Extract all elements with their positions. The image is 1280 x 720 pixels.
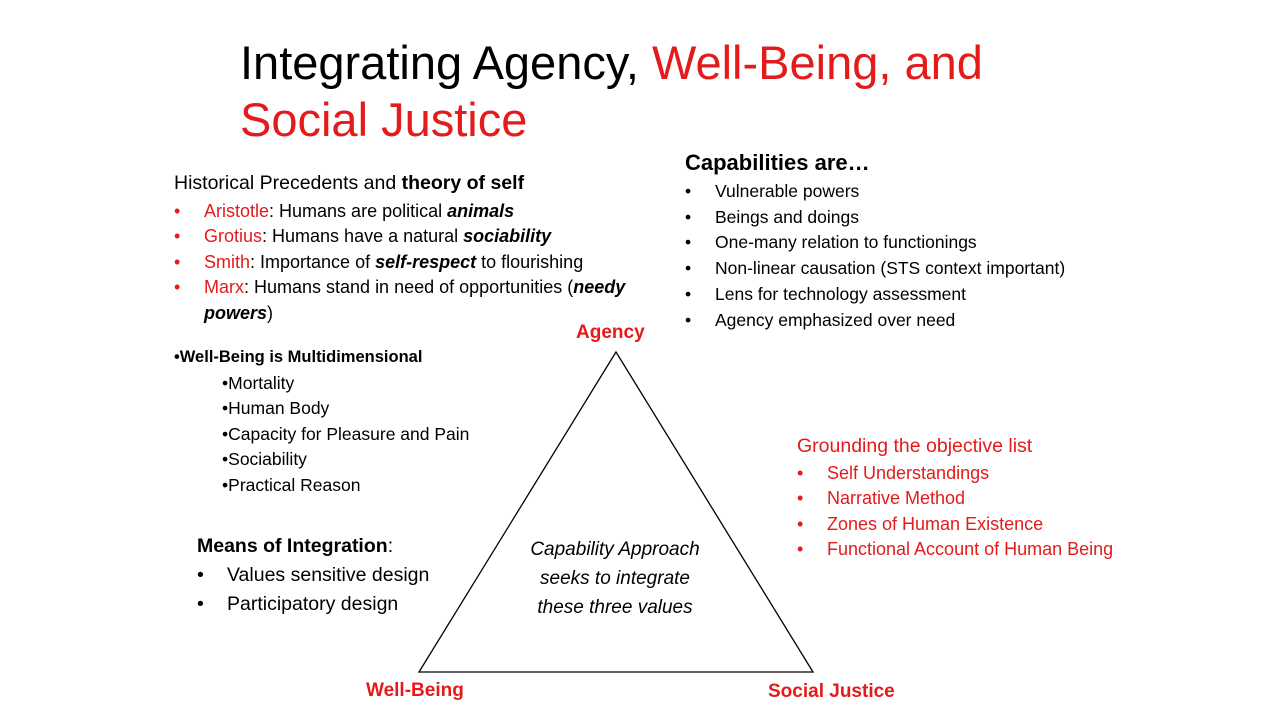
vertex-label-agency: Agency [576,322,645,343]
grounding-list: Self Understandings Narrative Method Zon… [797,461,1117,563]
list-item: •Sociability [222,449,307,470]
historical-after: ) [267,302,274,323]
list-item: Vulnerable powers [685,179,1155,205]
list-item: Lens for technology assessment [685,282,1155,308]
list-item: Functional Account of Human Being [797,537,1117,563]
philosopher-name: Smith [204,251,251,272]
title-red-line1: Well-Being, and [651,36,983,89]
triangle-center-text: Capability Approach seeks to integrate t… [530,539,700,618]
philosopher-name: Aristotle [204,200,270,221]
list-item: Non-linear causation (STS context import… [685,256,1155,282]
wellbeing-item-text: Sociability [228,449,307,470]
historical-item-marx: Marx: Humans stand in need of opportunit… [174,275,644,326]
historical-heading: Historical Precedents and theory of self [174,171,644,197]
list-item: Zones of Human Existence [797,512,1117,538]
historical-item-aristotle: Aristotle: Humans are political animals [174,199,644,225]
means-heading-text: Means of Integration [197,535,388,557]
list-item: Agency emphasized over need [685,308,1155,334]
historical-heading-plain: Historical Precedents and [174,172,402,194]
historical-item-grotius: Grotius: Humans have a natural sociabili… [174,224,644,250]
philosopher-name: Grotius [204,226,263,246]
historical-precedents-block: Historical Precedents and theory of self… [174,171,644,326]
historical-list: Aristotle: Humans are political animals … [174,199,644,327]
historical-heading-bold: theory of self [401,172,525,194]
list-item: •Practical Reason [222,474,361,495]
wellbeing-block: •Well-Being is Multidimensional •Mortali… [174,345,534,499]
list-item: Narrative Method [797,486,1117,512]
title-red-line2: Social Justice [240,93,528,146]
list-item: Self Understandings [797,461,1117,487]
list-item: Participatory design [197,590,497,619]
vertex-label-social-justice: Social Justice [768,681,895,702]
wellbeing-item-text: Capacity for Pleasure and Pain [228,423,470,444]
list-item: •Human Body [222,398,330,419]
means-heading: Means of Integration: [197,532,497,561]
list-item: •Mortality [222,372,295,393]
capabilities-heading: Capabilities are… [685,150,870,175]
list-item: •Capacity for Pleasure and Pain [222,423,470,444]
list-item: One-many relation to functionings [685,230,1155,256]
triangle-shape [417,350,815,673]
list-item: Values sensitive design [197,561,497,590]
means-list: Values sensitive design Participatory de… [197,561,497,619]
wellbeing-item-text: Human Body [228,398,330,419]
historical-after: to flourishing [476,251,584,272]
wellbeing-heading-text: Well-Being is Multidimensional [179,348,423,366]
historical-emphasis: sociability [463,226,552,246]
capabilities-list: Vulnerable powers Beings and doings One-… [685,179,1155,333]
historical-emphasis: animals [447,200,515,221]
wellbeing-item-text: Practical Reason [228,474,361,495]
historical-text: : Humans stand in need of opportunities … [244,277,574,297]
wellbeing-heading: •Well-Being is Multidimensional [174,348,423,366]
historical-emphasis: needy powers [204,277,626,323]
grounding-block: Grounding the objective list Self Unders… [797,434,1117,563]
slide-title: Integrating Agency, Well-Being, and Soci… [240,34,1140,148]
historical-item-smith: Smith: Importance of self-respect to flo… [174,250,644,276]
historical-text: : Humans are political [269,200,448,221]
means-heading-colon: : [387,535,394,557]
capabilities-block: Capabilities are… Vulnerable powers Bein… [685,148,1155,333]
wellbeing-item-text: Mortality [228,372,295,393]
vertex-label-wellbeing: Well-Being [366,680,464,701]
list-item: Beings and doings [685,205,1155,231]
grounding-heading: Grounding the objective list [797,435,1033,457]
philosopher-name: Marx [204,277,244,297]
means-of-integration-block: Means of Integration: Values sensitive d… [197,532,497,619]
title-black-part: Integrating Agency, [240,36,652,89]
historical-text: : Importance of [250,251,376,272]
historical-text: : Humans have a natural [262,226,464,246]
historical-emphasis: self-respect [375,251,477,272]
